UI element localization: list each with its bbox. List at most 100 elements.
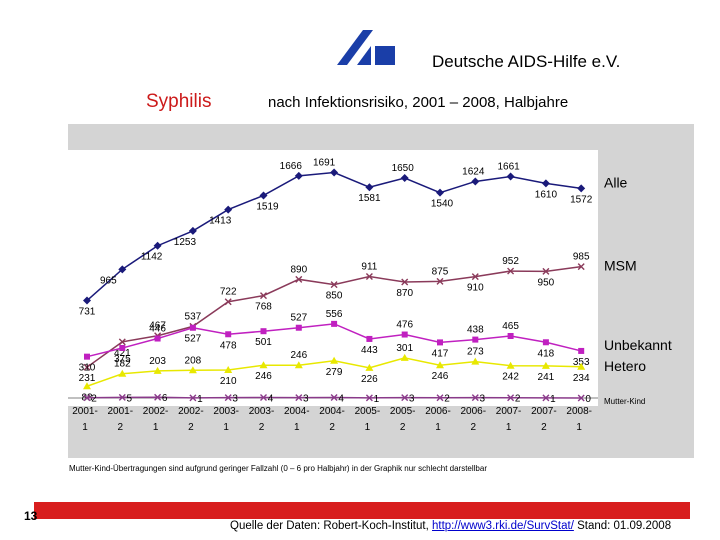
data-point — [471, 273, 479, 281]
data-label: 501 — [255, 337, 272, 348]
data-label: 1624 — [462, 166, 485, 177]
data-point — [294, 361, 303, 369]
data-label: 279 — [326, 367, 343, 378]
data-label: 246 — [290, 350, 307, 361]
data-point — [400, 174, 409, 182]
source-line: Quelle der Daten: Robert-Koch-Institut, … — [230, 520, 671, 532]
data-label: 3 — [480, 394, 486, 405]
data-point — [436, 277, 444, 285]
data-point — [365, 273, 373, 281]
x-tick-label: 1 — [223, 422, 229, 433]
data-label: 4 — [268, 393, 274, 404]
data-label: 273 — [467, 347, 484, 358]
data-point — [507, 267, 515, 275]
data-label: 417 — [432, 348, 449, 359]
data-point — [436, 394, 444, 402]
source-link[interactable]: http://www3.rki.de/SurvStat/ — [432, 520, 574, 532]
data-point — [400, 353, 409, 361]
x-tick-label: 2002- — [178, 406, 204, 417]
data-point — [436, 188, 444, 197]
data-label: 527 — [185, 334, 202, 345]
data-point — [542, 267, 550, 275]
x-tick-label: 2006- — [425, 406, 451, 417]
x-tick-label: 2003- — [213, 406, 239, 417]
data-label: 234 — [573, 373, 590, 384]
data-point — [507, 333, 514, 339]
x-tick-label: 2 — [541, 422, 547, 433]
data-label: 210 — [220, 376, 237, 387]
data-point — [577, 394, 585, 402]
x-tick-label: 2003- — [249, 406, 275, 417]
data-point — [259, 361, 268, 369]
data-label: 2 — [444, 394, 450, 405]
data-label: 911 — [361, 262, 377, 273]
data-point — [118, 369, 127, 377]
data-label: 1581 — [358, 193, 381, 204]
data-point — [259, 191, 268, 200]
x-tick-label: 2 — [329, 422, 335, 433]
data-point — [153, 366, 162, 374]
data-point — [260, 393, 267, 401]
data-point — [260, 292, 267, 300]
legend-label: Alle — [604, 174, 628, 190]
data-label: 1413 — [209, 216, 232, 227]
data-label: 1253 — [174, 237, 197, 248]
x-tick-label: 1 — [153, 422, 159, 433]
data-label: 722 — [220, 287, 237, 298]
data-point — [189, 324, 196, 331]
footnote: Mutter-Kind-Übertragungen sind aufgrund … — [69, 464, 487, 473]
data-point — [154, 335, 161, 342]
x-tick-label: 2004- — [284, 406, 310, 417]
data-point — [471, 177, 480, 186]
x-tick-label: 1 — [576, 422, 582, 433]
data-point — [154, 393, 162, 401]
data-point — [331, 320, 338, 327]
data-label: 1610 — [535, 189, 558, 200]
data-point — [294, 171, 303, 180]
data-label: 870 — [396, 288, 413, 299]
data-label: 0 — [585, 394, 591, 405]
data-label: 443 — [361, 345, 378, 356]
data-point — [330, 281, 338, 289]
data-point — [472, 336, 479, 343]
data-point — [365, 363, 374, 371]
data-point — [577, 263, 585, 271]
x-tick-label: 2008- — [566, 406, 592, 417]
data-point — [436, 361, 444, 369]
x-tick-label: 2 — [400, 422, 406, 433]
data-label: 1142 — [141, 252, 163, 263]
data-point — [401, 278, 409, 286]
data-point — [224, 298, 232, 306]
data-label: 537 — [185, 311, 202, 322]
data-label: 478 — [220, 340, 237, 351]
data-label: 241 — [538, 372, 555, 383]
data-point — [366, 335, 373, 342]
data-label: 556 — [326, 309, 343, 320]
data-point — [541, 361, 550, 369]
data-label: 301 — [396, 343, 413, 354]
data-point — [365, 394, 373, 402]
x-tick-label: 2005- — [390, 406, 416, 417]
data-point — [471, 357, 480, 365]
data-point — [295, 394, 303, 402]
data-point — [224, 394, 232, 402]
data-point — [83, 296, 91, 305]
data-label: 1 — [197, 394, 203, 405]
data-label: 208 — [185, 355, 202, 366]
x-tick-label: 1 — [365, 422, 371, 433]
data-point — [542, 394, 550, 402]
data-label: 1540 — [431, 199, 454, 210]
data-label: 5 — [127, 393, 133, 404]
data-point — [295, 275, 303, 283]
data-label: 3 — [232, 394, 238, 405]
data-label: 965 — [100, 275, 117, 286]
data-label: 203 — [149, 356, 166, 367]
x-tick-label: 2004- — [319, 406, 345, 417]
x-tick-label: 2 — [471, 422, 477, 433]
data-label: 875 — [432, 266, 449, 277]
data-label: 6 — [162, 393, 168, 404]
data-point — [84, 353, 90, 360]
data-point — [83, 363, 91, 371]
legend-label: MSM — [604, 258, 637, 274]
data-label: 375 — [114, 354, 131, 365]
